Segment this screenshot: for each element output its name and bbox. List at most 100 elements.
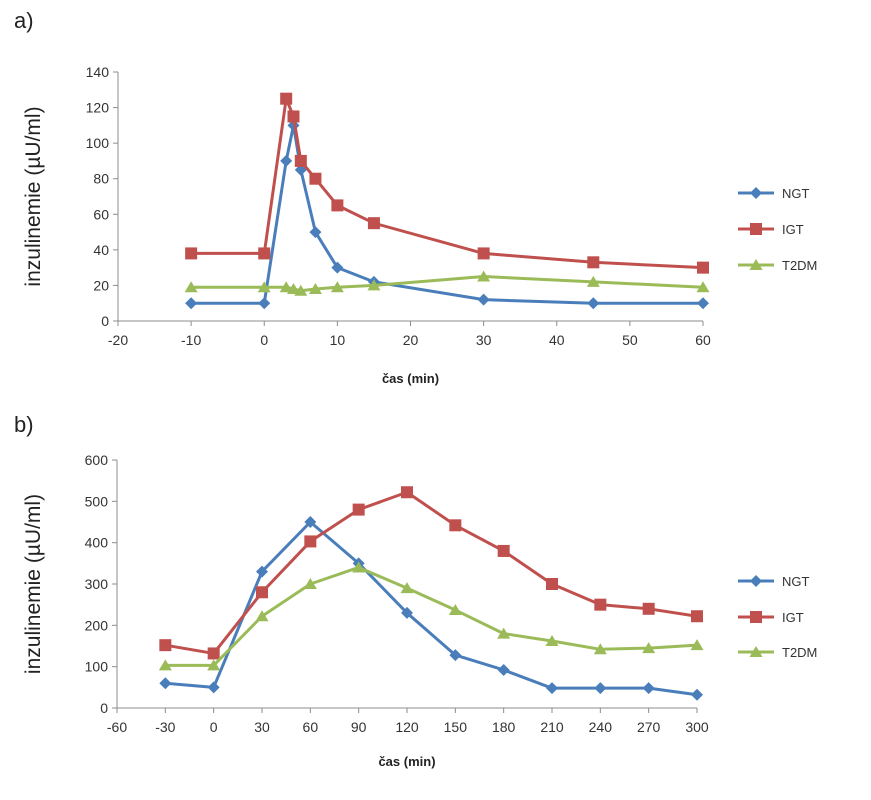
- y-tick-label: 60: [93, 206, 109, 222]
- x-tick-label: 0: [210, 719, 218, 735]
- legend-label: T2DM: [782, 258, 817, 273]
- data-point-ngt: [331, 261, 344, 274]
- data-point-t2dm: [497, 627, 511, 639]
- x-axis-label: čas (min): [382, 371, 439, 386]
- y-tick-label: 40: [93, 242, 109, 258]
- data-point-igt: [159, 639, 172, 652]
- data-point-igt: [367, 217, 380, 230]
- legend-marker: [750, 223, 762, 235]
- x-tick-label: 150: [444, 719, 468, 735]
- x-tick-label: 60: [303, 719, 319, 735]
- data-point-igt: [594, 598, 607, 611]
- data-point-ngt: [477, 293, 490, 306]
- y-tick-label: 400: [85, 535, 109, 551]
- data-point-t2dm: [184, 281, 198, 293]
- data-point-ngt: [309, 226, 322, 239]
- data-point-t2dm: [279, 281, 293, 293]
- legend-marker: [750, 187, 762, 199]
- data-point-t2dm: [294, 284, 308, 296]
- legend-item-ngt: NGT: [738, 186, 810, 201]
- x-tick-label: 10: [330, 332, 346, 348]
- legend-item-igt: IGT: [738, 222, 804, 237]
- y-tick-label: 500: [85, 493, 109, 509]
- data-point-ngt: [697, 297, 709, 310]
- y-tick-label: 120: [86, 100, 110, 116]
- data-point-t2dm: [400, 582, 414, 594]
- data-point-igt: [546, 578, 558, 590]
- y-tick-label: 200: [85, 617, 109, 633]
- y-tick-label: 100: [86, 135, 110, 151]
- x-tick-label: 30: [254, 719, 270, 735]
- y-tick-label: 20: [93, 277, 109, 293]
- data-point-t2dm: [207, 659, 221, 671]
- legend-marker: [749, 646, 763, 657]
- y-axis-label: inzulinemie (µU/ml): [22, 106, 45, 286]
- legend-marker: [750, 575, 762, 587]
- x-tick-label: 90: [351, 719, 367, 735]
- y-tick-label: 100: [85, 659, 109, 675]
- x-tick-label: 50: [622, 332, 638, 348]
- data-point-t2dm: [330, 281, 344, 293]
- data-point-t2dm: [477, 270, 491, 282]
- data-point-igt: [642, 602, 655, 615]
- x-tick-label: -20: [108, 332, 128, 348]
- x-tick-label: 270: [637, 719, 661, 735]
- x-tick-label: 180: [492, 719, 516, 735]
- legend-label: NGT: [782, 574, 810, 589]
- chart-b: 0 100 200 300 400 500 600 -60 -30 0 30 60 90 120 150 18…: [22, 452, 817, 769]
- series-line-igt: [191, 97, 704, 270]
- data-point-ngt: [207, 681, 220, 694]
- x-tick-label: 0: [260, 332, 268, 348]
- data-point-igt: [697, 261, 709, 274]
- data-point-ngt: [258, 297, 271, 310]
- data-point-igt: [449, 519, 462, 532]
- series-t2dm: [158, 561, 704, 671]
- series-igt: [159, 486, 703, 660]
- series-ngt: [159, 516, 703, 701]
- data-point-t2dm: [593, 643, 607, 655]
- x-axis-label: čas (min): [378, 754, 435, 769]
- data-point-igt: [352, 503, 365, 516]
- data-point-igt: [258, 247, 271, 260]
- x-tick-label: -60: [107, 719, 127, 735]
- series-line-ngt: [191, 123, 703, 305]
- data-point-t2dm: [158, 659, 172, 671]
- y-tick-label: 140: [86, 64, 110, 80]
- data-point-igt: [294, 154, 307, 167]
- x-tick-label: 120: [395, 719, 419, 735]
- data-point-igt: [401, 486, 413, 499]
- panel-label-b: b): [14, 412, 34, 437]
- y-tick-label: 80: [93, 171, 109, 187]
- data-point-igt: [185, 247, 198, 260]
- x-tick-label: 60: [695, 332, 711, 348]
- x-tick-label: 40: [549, 332, 565, 348]
- data-point-igt: [207, 647, 220, 660]
- legend-marker: [750, 611, 762, 623]
- x-tick-label: 30: [476, 332, 492, 348]
- data-point-t2dm: [287, 282, 300, 294]
- data-point-ngt: [546, 682, 558, 695]
- legend-label: T2DM: [782, 645, 817, 660]
- data-point-ngt: [185, 297, 198, 310]
- data-point-ngt: [256, 565, 268, 578]
- data-point-t2dm: [303, 578, 317, 589]
- x-tick-label: 300: [685, 719, 709, 735]
- data-point-ngt: [159, 677, 172, 690]
- series-line-ngt: [165, 520, 698, 697]
- data-point-ngt: [497, 663, 510, 676]
- x-tick-label: 210: [540, 719, 564, 735]
- data-point-t2dm: [545, 635, 559, 647]
- data-point-t2dm: [642, 642, 656, 654]
- data-point-igt: [309, 172, 322, 185]
- data-point-igt: [497, 544, 510, 557]
- y-tick-label: 0: [100, 700, 108, 716]
- x-tick-label: 240: [589, 719, 613, 735]
- data-point-t2dm: [690, 639, 704, 651]
- data-point-t2dm: [257, 281, 271, 293]
- data-point-t2dm: [367, 279, 381, 291]
- legend-label: NGT: [782, 186, 810, 201]
- series-t2dm: [184, 270, 710, 296]
- x-tick-label: -30: [155, 719, 175, 735]
- y-tick-label: 600: [85, 452, 109, 468]
- data-point-ngt: [304, 516, 317, 528]
